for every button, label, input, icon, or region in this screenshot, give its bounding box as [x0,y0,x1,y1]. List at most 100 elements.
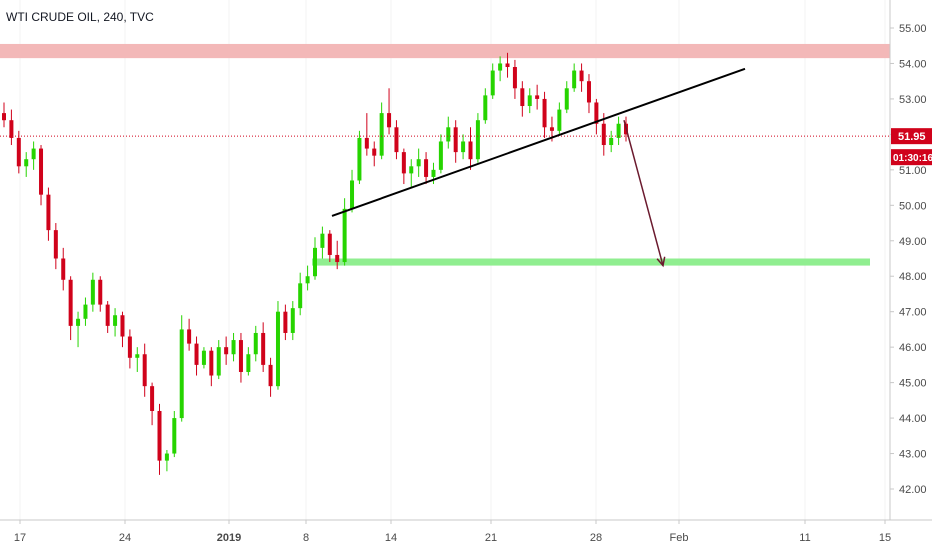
candle-body [579,70,584,82]
candle-body [246,354,251,372]
candle [120,311,125,348]
last-price-tag-bg [891,128,932,145]
candle-body [483,95,488,121]
candle-body [16,137,21,167]
candle-body [357,137,362,181]
candle [512,59,517,99]
candle-body [527,95,532,107]
candle [468,127,473,170]
price-tick-label: 45.00 [899,378,927,390]
candle [424,152,429,185]
candle-body [549,127,554,131]
bar-countdown: 01:30:16 [893,153,932,164]
candle-body [401,152,406,174]
candle-body [224,347,229,355]
candle [387,88,392,135]
chart-title: WTI CRUDE OIL, 240, TVC [6,10,154,24]
candle [105,301,110,333]
price-axis[interactable]: 55.0054.0053.0052.0051.0050.0049.0048.00… [890,23,927,496]
candle-body [98,279,103,305]
candle-body [39,148,44,195]
price-tick-label: 44.00 [899,413,927,425]
candle [594,98,599,135]
time-tick-label: 28 [590,532,602,544]
candle-body [409,166,414,174]
candle [394,120,399,160]
candle-body [609,137,614,146]
price-tick-label: 51.00 [899,165,927,177]
candle-body [201,350,206,365]
candle-body [601,123,606,146]
candle [46,187,51,241]
candle-body [446,127,451,142]
candle [246,347,251,376]
candle-body [179,329,184,419]
candle [231,332,236,362]
candle [68,276,73,341]
candle [483,88,488,124]
price-tick-label: 53.00 [899,94,927,106]
candle-body [83,304,88,319]
candle-body [275,311,280,387]
candle [290,301,295,341]
candle [475,113,480,163]
candle [409,159,414,188]
candle [616,116,621,146]
ascending-trendline[interactable] [331,67,746,217]
candle [31,141,36,170]
candle-body [261,332,266,365]
candle-body [120,315,125,337]
price-tick-label: 49.00 [899,236,927,248]
candlestick-series [2,52,628,475]
target-zone [312,258,870,266]
price-tick-label: 42.00 [899,484,927,496]
time-axis[interactable]: 17 24 2019 8 14 21 28 Feb 11 15 [14,520,891,544]
candle [379,102,384,160]
candle [113,308,118,337]
candle-body [135,354,140,358]
candle [253,325,258,362]
candle-body [253,332,258,355]
resistance-zone [0,43,890,59]
candle-body [90,279,95,305]
candle-body [564,88,569,110]
candle [2,102,6,128]
candle-body [586,81,591,103]
candle-body [164,453,169,461]
candle [461,134,466,160]
price-tick-label: 54.00 [899,58,927,70]
candle-body [557,109,562,131]
candle-body [453,127,458,153]
candle-body [157,410,162,461]
candle-body [498,63,503,71]
price-tick-label: 50.00 [899,200,927,212]
candle-body [61,258,66,280]
time-tick-label: 21 [485,532,497,544]
candle [76,311,81,348]
candle [498,56,503,82]
candle-body [594,102,599,124]
candle-body [364,137,369,149]
candle-body [142,354,147,387]
candle [261,322,266,372]
time-tick-label: 11 [799,532,810,544]
candle-body [305,276,310,284]
candle-body [342,208,347,263]
candle-body [350,180,355,209]
candle [438,134,443,174]
candle [572,63,577,92]
candle [9,109,14,146]
projection-arrow-head [656,256,666,268]
candle-body [616,123,621,138]
candle-body [31,148,36,160]
candle-body [113,315,118,326]
candle-body [68,279,73,326]
candle-body [46,194,51,231]
candle-body [24,159,29,167]
price-tick-label: 46.00 [899,342,927,354]
candle-body [372,148,377,156]
candle [505,52,510,78]
projection-arrow[interactable] [623,120,666,268]
candle [127,329,132,369]
